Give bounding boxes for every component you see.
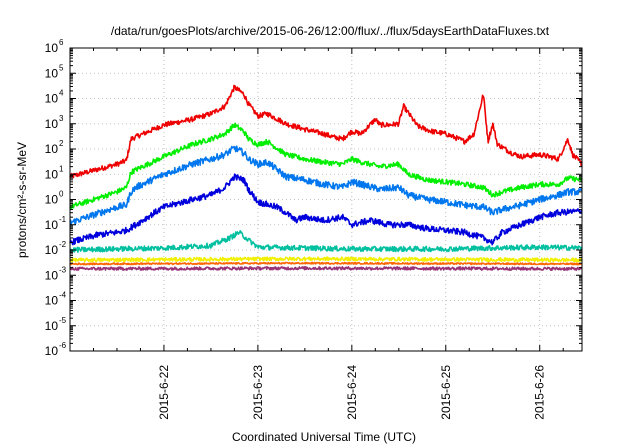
y-tick-label: 10: [45, 344, 59, 358]
series-layer: [69, 84, 583, 272]
x-tick-label: 2015-6-26: [533, 365, 547, 420]
y-tick-label-exponent: -2: [59, 240, 67, 249]
series-line-7: [69, 265, 583, 272]
y-tick-label: 10: [45, 117, 59, 131]
grid-lines: [70, 48, 582, 351]
y-tick-label-exponent: 5: [59, 63, 64, 72]
x-tick-label: 2015-6-22: [157, 365, 171, 420]
x-tick-label: 2015-6-25: [439, 365, 453, 420]
axes: 10 -610 -510 -410 -310 -210 -110 010 110 210 310 41…: [45, 38, 582, 420]
y-tick-label: 10: [45, 268, 59, 282]
y-tick-label: 10: [45, 92, 59, 106]
y-tick-label: 10: [45, 243, 59, 257]
y-tick-label: 10: [45, 218, 59, 232]
x-tick-label: 2015-6-23: [251, 365, 265, 420]
series-line-1: [69, 122, 583, 210]
y-tick-label-exponent: -4: [59, 291, 67, 300]
y-tick-label: 10: [45, 167, 59, 181]
y-tick-label-exponent: 4: [59, 89, 64, 98]
y-tick-label-exponent: -5: [59, 316, 67, 325]
y-tick-label-exponent: 2: [59, 139, 64, 148]
x-tick-label: 2015-6-24: [345, 365, 359, 420]
series-line-6: [69, 261, 583, 266]
y-tick-label: 10: [45, 319, 59, 333]
series-line-3: [69, 173, 583, 246]
y-tick-label-exponent: 6: [59, 38, 64, 47]
y-tick-label: 10: [45, 294, 59, 308]
series-line-5: [69, 256, 583, 263]
y-tick-label-exponent: 3: [59, 114, 64, 123]
series-line-2: [69, 145, 583, 225]
y-tick-label: 10: [45, 142, 59, 156]
series-line-4: [69, 230, 583, 253]
y-tick-label: 10: [45, 66, 59, 80]
y-tick-label-exponent: -3: [59, 265, 67, 274]
y-tick-label-exponent: -6: [59, 341, 67, 350]
series-line-0: [69, 84, 583, 179]
y-tick-label-exponent: 1: [59, 164, 64, 173]
y-tick-label: 10: [45, 41, 59, 55]
y-axis-label: protons/cm²-s-sr-MeV: [15, 142, 29, 258]
x-axis-label: Coordinated Universal Time (UTC): [232, 430, 416, 444]
y-tick-label-exponent: 0: [59, 190, 64, 199]
y-tick-label: 10: [45, 193, 59, 207]
chart-title: /data/run/goesPlots/archive/2015-06-26/1…: [111, 24, 550, 38]
y-tick-label-exponent: -1: [59, 215, 67, 224]
